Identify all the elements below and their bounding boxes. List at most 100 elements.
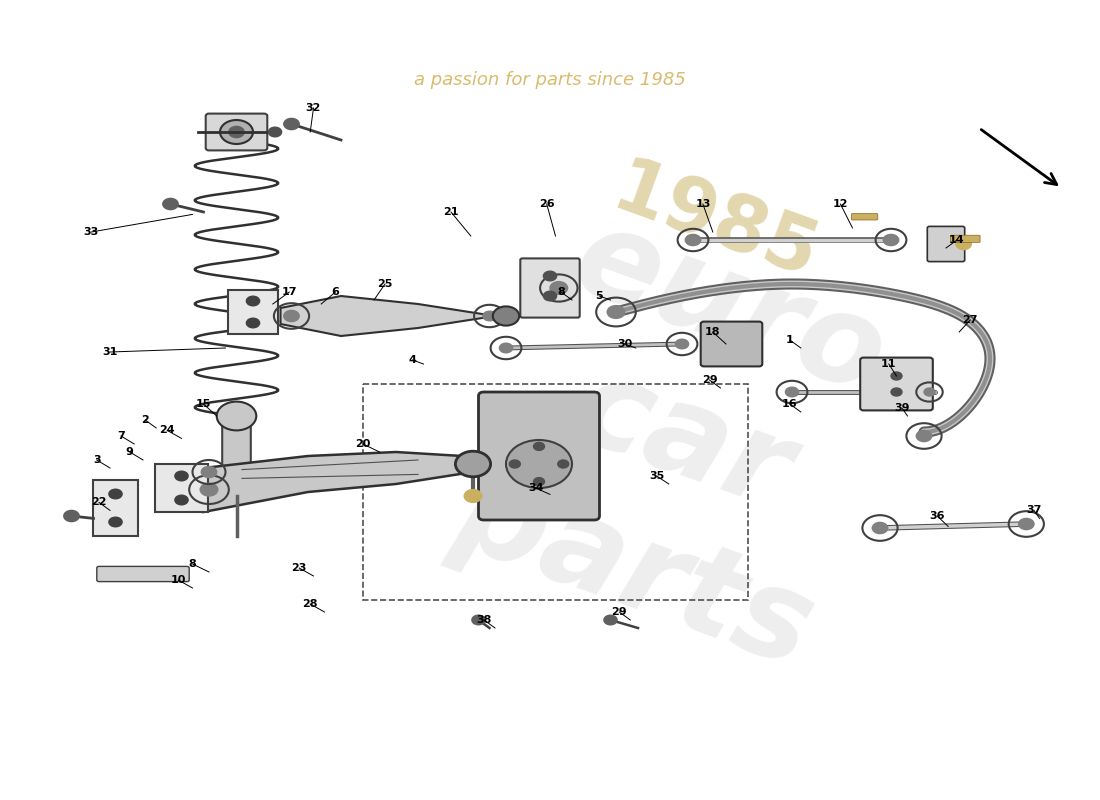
Circle shape — [534, 442, 544, 450]
Circle shape — [246, 318, 260, 328]
Text: 26: 26 — [539, 199, 554, 209]
Circle shape — [924, 388, 935, 396]
Circle shape — [201, 466, 217, 478]
Circle shape — [534, 478, 544, 486]
Text: 9: 9 — [125, 447, 134, 457]
Circle shape — [543, 271, 557, 281]
Circle shape — [891, 372, 902, 380]
Circle shape — [284, 310, 299, 322]
Text: 12: 12 — [833, 199, 848, 209]
Text: 18: 18 — [705, 327, 720, 337]
Text: 39: 39 — [894, 403, 910, 413]
Text: 36: 36 — [930, 511, 945, 521]
Circle shape — [891, 388, 902, 396]
Circle shape — [675, 339, 689, 349]
Text: 33: 33 — [84, 227, 99, 237]
Text: 5: 5 — [596, 291, 603, 301]
Circle shape — [607, 306, 625, 318]
FancyBboxPatch shape — [520, 258, 580, 318]
FancyBboxPatch shape — [950, 235, 980, 242]
Text: 13: 13 — [695, 199, 711, 209]
Text: 15: 15 — [196, 399, 211, 409]
Text: 24: 24 — [160, 426, 175, 435]
Text: 14: 14 — [949, 235, 965, 245]
Text: 7: 7 — [117, 431, 125, 441]
Bar — [363, 384, 748, 600]
Circle shape — [472, 615, 485, 625]
Circle shape — [785, 387, 799, 397]
FancyBboxPatch shape — [851, 214, 878, 220]
Circle shape — [685, 234, 701, 246]
Circle shape — [723, 338, 740, 350]
Text: 20: 20 — [355, 439, 371, 449]
Text: 25: 25 — [377, 279, 393, 289]
Circle shape — [455, 451, 491, 477]
Circle shape — [883, 234, 899, 246]
FancyBboxPatch shape — [927, 226, 965, 262]
Text: 37: 37 — [1026, 506, 1042, 515]
Text: 35: 35 — [649, 471, 664, 481]
Text: 29: 29 — [702, 375, 717, 385]
Polygon shape — [280, 296, 495, 336]
FancyBboxPatch shape — [860, 358, 933, 410]
Circle shape — [175, 495, 188, 505]
Circle shape — [916, 430, 932, 442]
Text: 16: 16 — [782, 399, 797, 409]
FancyBboxPatch shape — [222, 414, 251, 498]
Text: 32: 32 — [306, 103, 321, 113]
Text: 17: 17 — [282, 287, 297, 297]
Circle shape — [268, 127, 282, 137]
Text: 21: 21 — [443, 207, 459, 217]
Circle shape — [509, 460, 520, 468]
Circle shape — [483, 311, 496, 321]
Circle shape — [217, 402, 256, 430]
FancyBboxPatch shape — [478, 392, 600, 520]
Circle shape — [506, 440, 572, 488]
Text: 1: 1 — [785, 335, 794, 345]
Circle shape — [543, 291, 557, 301]
Circle shape — [499, 343, 513, 353]
Text: 8: 8 — [188, 559, 197, 569]
Text: 3: 3 — [94, 455, 100, 465]
Text: 34: 34 — [528, 483, 543, 493]
Text: 31: 31 — [102, 347, 118, 357]
Bar — [229, 290, 277, 334]
Polygon shape — [204, 452, 473, 512]
Text: a passion for parts since 1985: a passion for parts since 1985 — [414, 71, 686, 89]
Circle shape — [284, 118, 299, 130]
Circle shape — [956, 238, 971, 250]
Circle shape — [464, 490, 482, 502]
Text: 4: 4 — [408, 355, 417, 365]
Text: 27: 27 — [962, 315, 978, 325]
Text: 2: 2 — [141, 415, 150, 425]
Bar — [94, 480, 138, 536]
FancyBboxPatch shape — [97, 566, 189, 582]
FancyBboxPatch shape — [206, 114, 267, 150]
Circle shape — [493, 306, 519, 326]
Circle shape — [200, 483, 218, 496]
Text: 8: 8 — [557, 287, 565, 297]
Circle shape — [558, 460, 569, 468]
Circle shape — [175, 471, 188, 481]
Text: 1985: 1985 — [603, 153, 827, 295]
Text: 30: 30 — [617, 339, 632, 349]
Text: euro
car
parts: euro car parts — [440, 188, 924, 692]
FancyBboxPatch shape — [701, 322, 762, 366]
Circle shape — [229, 126, 244, 138]
Text: 22: 22 — [91, 498, 107, 507]
Circle shape — [220, 120, 253, 144]
Text: 10: 10 — [170, 575, 186, 585]
Text: 23: 23 — [292, 563, 307, 573]
Text: 28: 28 — [302, 599, 318, 609]
Text: 38: 38 — [476, 615, 492, 625]
Circle shape — [872, 522, 888, 534]
Circle shape — [163, 198, 178, 210]
Bar — [155, 464, 208, 512]
Circle shape — [109, 517, 122, 527]
Circle shape — [550, 282, 568, 294]
Circle shape — [64, 510, 79, 522]
Circle shape — [246, 296, 260, 306]
Text: 29: 29 — [612, 607, 627, 617]
Circle shape — [604, 615, 617, 625]
Circle shape — [109, 490, 122, 499]
